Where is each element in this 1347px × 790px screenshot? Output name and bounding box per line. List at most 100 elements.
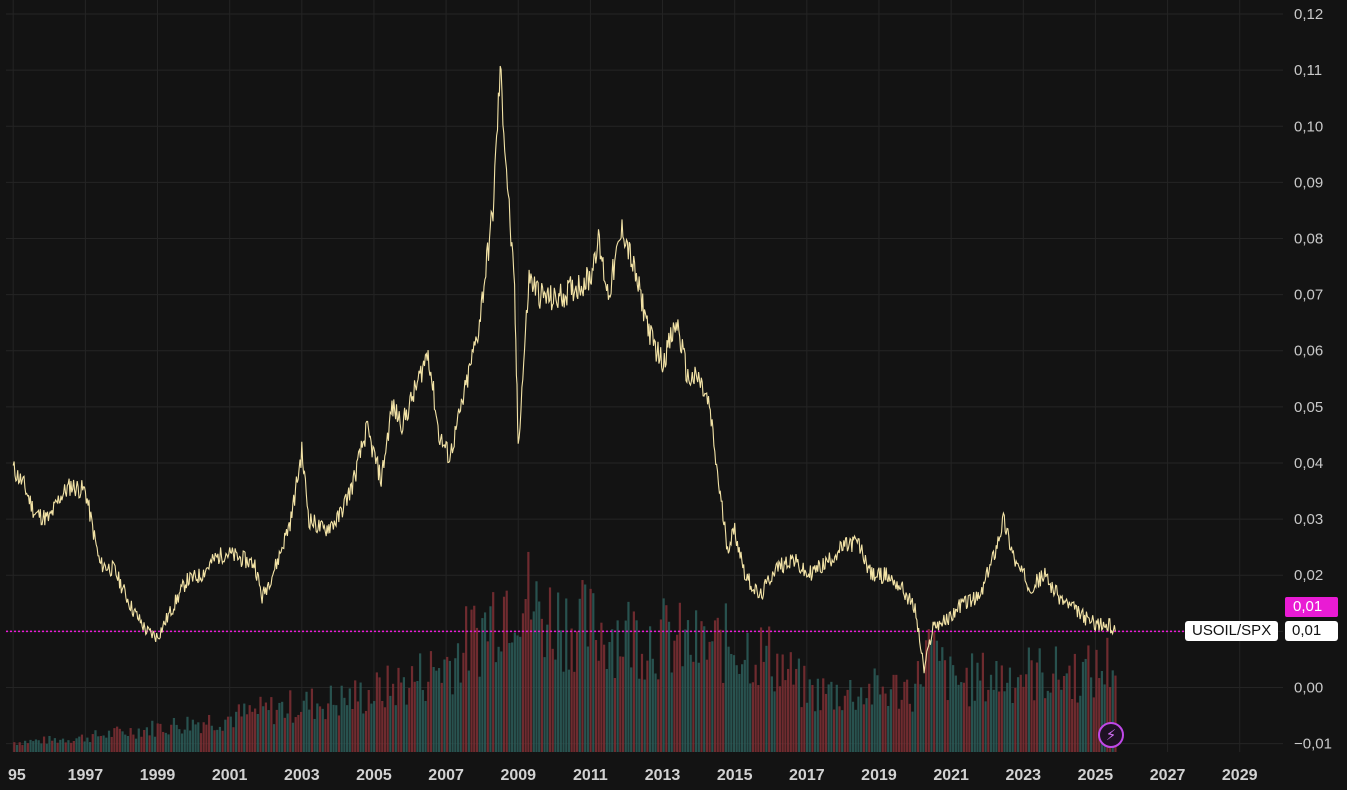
volume-bar xyxy=(824,693,828,752)
volume-bar xyxy=(938,660,941,752)
volume-bar xyxy=(592,593,595,752)
volume-bar xyxy=(857,696,860,752)
volume-bar xyxy=(819,710,822,752)
volume-bar xyxy=(500,651,503,752)
volume-bar xyxy=(862,704,865,752)
volume-bar xyxy=(254,708,257,752)
volume-bar xyxy=(159,723,162,752)
volume-bar xyxy=(724,603,727,752)
volume-bar xyxy=(540,618,543,752)
volume-bar xyxy=(313,718,316,752)
volume-bar xyxy=(267,710,270,752)
volume-bar xyxy=(516,635,519,752)
volume-bar xyxy=(749,683,752,752)
volume-bar xyxy=(335,705,338,752)
volume-bar xyxy=(210,725,213,752)
y-tick-label: 0,12 xyxy=(1294,6,1323,23)
volume-bar xyxy=(1095,649,1098,752)
volume-bar xyxy=(362,713,365,752)
volume-bar xyxy=(770,676,773,752)
volume-bar xyxy=(1006,682,1009,752)
volume-bar xyxy=(814,711,817,752)
volume-bar xyxy=(180,733,184,752)
symbol-label[interactable]: USOIL/SPX xyxy=(1185,621,1279,641)
volume-bar xyxy=(235,711,238,752)
volume-bar xyxy=(943,660,947,752)
volume-bar xyxy=(970,653,974,752)
volume-bar xyxy=(15,744,19,752)
volume-bar xyxy=(107,730,111,752)
volume-bar xyxy=(97,736,100,752)
y-tick-label: 0,10 xyxy=(1294,118,1323,135)
volume-bar xyxy=(1087,645,1090,752)
volume-bar xyxy=(981,652,984,752)
volume-bar xyxy=(59,739,62,752)
volume-bar xyxy=(410,666,414,752)
volume-bar xyxy=(630,667,633,752)
volume-bar xyxy=(573,671,576,752)
volume-bar xyxy=(1068,665,1071,752)
volume-bar xyxy=(413,681,416,752)
lightning-alert-button[interactable]: ⚡ xyxy=(1098,722,1124,748)
volume-bar xyxy=(529,619,533,752)
volume-bar xyxy=(178,729,181,752)
volume-bar xyxy=(640,653,644,752)
volume-bar xyxy=(356,701,360,752)
time-axis[interactable]: 95 1997 1999 2001 2003 2005 2007 2009 2011 2013 20… xyxy=(8,767,1258,784)
volume-bar xyxy=(681,666,684,752)
volume-bar xyxy=(743,659,746,752)
y-tick-label: 0,11 xyxy=(1294,62,1322,79)
volume-bar xyxy=(251,711,254,752)
volume-bar xyxy=(175,724,178,752)
volume-bar xyxy=(310,688,314,752)
volume-bar xyxy=(121,731,124,752)
volume-bar xyxy=(805,702,809,752)
volume-bar xyxy=(511,642,514,752)
volume-bar xyxy=(299,711,303,752)
volume-bar xyxy=(34,739,38,752)
volume-bar xyxy=(348,688,351,752)
volume-bar xyxy=(427,681,430,752)
volume-bar xyxy=(822,678,825,752)
volume-bar xyxy=(367,690,370,752)
volume-bar xyxy=(892,674,895,752)
volume-bar xyxy=(870,704,874,752)
volume-bar xyxy=(846,689,849,752)
volume-bar xyxy=(611,629,614,752)
volume-bar xyxy=(72,740,75,752)
volume-bar xyxy=(808,679,811,752)
volume-bar xyxy=(930,639,933,752)
volume-bar xyxy=(408,688,411,752)
volume-bar xyxy=(467,670,470,752)
volume-bar xyxy=(684,629,687,752)
volume-bar xyxy=(759,627,763,752)
volume-bar xyxy=(294,717,297,752)
volume-bar xyxy=(949,656,952,752)
volume-bar xyxy=(275,709,278,752)
volume-bar xyxy=(218,726,222,752)
volume-bar xyxy=(321,708,324,752)
volume-bar xyxy=(651,658,654,752)
volume-bar xyxy=(608,642,611,752)
volume-bar xyxy=(1108,686,1112,752)
volume-bar xyxy=(589,588,592,752)
volume-bar xyxy=(979,680,982,752)
volume-bar xyxy=(64,742,67,752)
volume-bar xyxy=(860,687,863,752)
volume-bar xyxy=(800,707,803,752)
volume-bar xyxy=(435,670,438,752)
volume-bar xyxy=(795,668,798,752)
volume-bar xyxy=(565,598,568,752)
volume-bar xyxy=(400,682,403,752)
volume-bar xyxy=(278,702,281,752)
volume-bar xyxy=(302,700,305,752)
volume-bar xyxy=(1003,691,1006,752)
volume-bar xyxy=(535,581,538,752)
volume-bar xyxy=(270,697,273,752)
volume-bar xyxy=(167,734,170,752)
volume-bar xyxy=(172,717,176,752)
volume-bar xyxy=(440,682,443,752)
volume-bar xyxy=(670,672,673,752)
volume-bar xyxy=(757,685,760,752)
